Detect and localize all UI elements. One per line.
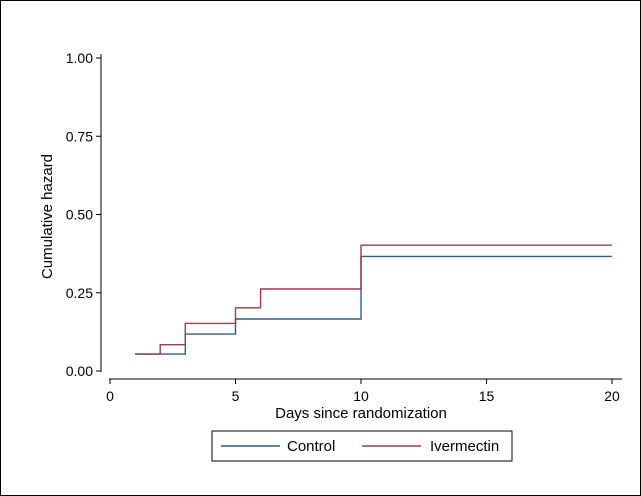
y-tick-label: 0.00: [66, 363, 93, 379]
x-tick-label: 0: [106, 388, 114, 404]
x-tick-label: 15: [479, 388, 495, 404]
legend-items: Control Ivermectin: [221, 438, 499, 455]
x-tick-label: 5: [232, 388, 240, 404]
legend-label-ivermectin: Ivermectin: [430, 438, 499, 455]
y-tick-label: 1.00: [66, 50, 93, 66]
series-line-ivermectin: [135, 244, 612, 355]
x-ticks: 0 5 10 15 20: [106, 379, 620, 404]
y-tick-label: 0.50: [66, 207, 93, 223]
y-axis-title: Cumulative hazard: [39, 154, 56, 279]
x-tick-label: 10: [353, 388, 369, 404]
series-group: [135, 244, 612, 355]
plot-region: [135, 244, 612, 355]
legend: Control Ivermectin: [211, 430, 513, 462]
y-ticks: 0.00 0.25 0.50 0.75 1.00: [66, 50, 101, 379]
series-line-control: [135, 255, 612, 355]
legend-label-control: Control: [287, 438, 335, 455]
x-tick-label: 20: [604, 388, 620, 404]
x-axis-title: Days since randomization: [275, 405, 447, 422]
y-tick-label: 0.25: [66, 285, 93, 301]
axes: 0.00 0.25 0.50 0.75 1.00 0 5 10 15 20 Days since…: [39, 50, 622, 422]
y-tick-label: 0.75: [66, 128, 93, 144]
